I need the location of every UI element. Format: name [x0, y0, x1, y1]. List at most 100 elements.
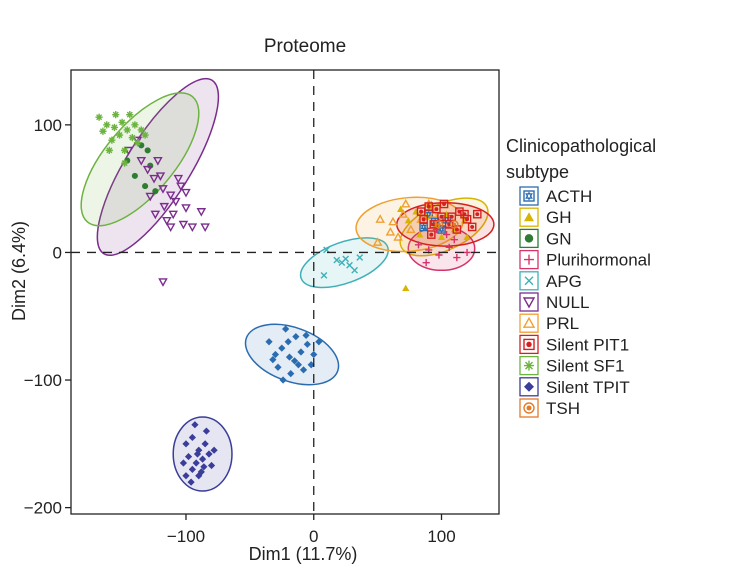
point-silent-sf1: [128, 134, 136, 142]
legend-swatch: [519, 228, 539, 249]
point-silent-tpit-group2: [278, 344, 286, 352]
point-gn: [142, 183, 149, 190]
point-gh: [460, 216, 469, 224]
point-silent-tpit-group2: [303, 340, 311, 348]
point-silent-tpit: [207, 461, 216, 470]
legend-label: ACTH: [546, 187, 592, 206]
point-null: [159, 202, 170, 212]
point-silent-tpit-group2: [290, 357, 299, 365]
y-tick-label: 100: [34, 116, 62, 135]
legend-marker-gn: [524, 234, 534, 243]
point-silent-pit1: [419, 214, 428, 224]
point-null: [200, 223, 210, 232]
point-prl: [372, 237, 383, 246]
point-silent-sf1: [112, 111, 120, 119]
point-prl: [385, 226, 396, 236]
point-silent-tpit-group2: [315, 338, 323, 346]
point-silent-sf1: [108, 136, 116, 144]
series-silent-tpit: [179, 421, 218, 486]
legend-marker-gh: [524, 212, 534, 222]
point-silent-tpit: [188, 433, 196, 442]
plot-frame: [70, 69, 500, 515]
point-silent-tpit-group2: [282, 325, 290, 333]
legend-title-line1: Clinicopathological: [506, 136, 656, 156]
point-prl: [429, 209, 439, 218]
x-axis-label: Dim1 (11.7%): [249, 544, 358, 564]
point-silent-sf1: [126, 111, 134, 119]
data-points: [95, 111, 482, 486]
x-tick-label: 0: [309, 527, 318, 546]
point-silent-sf1: [105, 146, 113, 154]
point-silent-tpit: [187, 478, 195, 486]
point-prl: [400, 198, 411, 208]
ellipse-silent-tpit-group2: [244, 323, 340, 386]
point-silent-tpit: [184, 452, 193, 461]
point-silent-tpit-group2: [307, 361, 315, 369]
ellipse-apg: [299, 237, 389, 289]
point-silent-pit1: [432, 204, 441, 214]
point-silent-sf1: [118, 118, 126, 126]
point-null: [150, 210, 161, 220]
point-gn: [138, 142, 145, 149]
y-tick-label: 0: [53, 243, 62, 262]
point-gh: [463, 233, 471, 241]
y-axis-label: Dim2 (6.4%): [9, 221, 29, 321]
point-null: [149, 174, 159, 184]
legend: Clinicopathological subtype ACTH GH GN Plur…: [506, 136, 656, 418]
legend-marker-silent-sf1: [524, 360, 534, 371]
point-silent-tpit: [201, 440, 209, 448]
confidence-ellipses: [80, 77, 495, 492]
point-null: [196, 208, 207, 217]
legend-marker-silent-tpit: [524, 381, 534, 392]
point-silent-tpit: [205, 450, 213, 458]
point-gn: [144, 147, 151, 154]
point-null: [136, 157, 147, 166]
series-null: [123, 136, 210, 287]
point-silent-tpit-group2: [310, 350, 318, 359]
point-tsh: [449, 220, 459, 229]
y-tick-label: −200: [24, 499, 62, 518]
point-plurihormonal: [463, 248, 471, 257]
legend-marker-apg: [524, 276, 534, 286]
point-null: [181, 204, 191, 213]
point-apg: [342, 255, 350, 263]
point-silent-pit1: [467, 222, 477, 232]
legend-label: GH: [546, 208, 572, 227]
legend-marker-plurihormonal: [524, 254, 534, 265]
series-apg: [320, 246, 364, 279]
point-null: [162, 216, 172, 226]
point-tsh: [434, 220, 444, 229]
point-null: [145, 192, 156, 202]
point-silent-tpit-group2: [285, 353, 294, 361]
point-plurihormonal: [450, 236, 458, 244]
point-silent-tpit: [188, 465, 196, 473]
point-silent-sf1: [141, 131, 149, 139]
point-silent-tpit-group2: [274, 363, 282, 371]
legend-item-gh: GH: [519, 207, 572, 227]
series-silent-tpit-group2: [265, 325, 323, 384]
point-silent-sf1: [121, 146, 129, 154]
legend-swatch: [519, 313, 539, 333]
point-apg: [351, 266, 359, 274]
legend-label: Silent PIT1: [546, 335, 629, 354]
point-null: [155, 172, 166, 181]
point-silent-tpit-group2: [292, 333, 300, 341]
legend-item-prl: PRL: [519, 313, 579, 333]
point-silent-tpit-group2: [294, 361, 303, 369]
point-plurihormonal: [445, 243, 453, 251]
point-silent-sf1: [121, 159, 129, 167]
point-null: [173, 174, 184, 184]
point-prl: [375, 214, 385, 223]
point-silent-tpit-group2: [265, 338, 273, 346]
axes: −100 0 100 100 0 −100 −200: [24, 116, 456, 546]
point-prl: [406, 224, 416, 234]
legend-marker-tsh: [523, 402, 535, 414]
legend-swatch: [519, 398, 539, 418]
x-tick-label: 100: [427, 527, 455, 546]
point-silent-pit1: [452, 225, 462, 234]
point-prl: [388, 216, 398, 226]
point-plurihormonal: [414, 241, 423, 249]
point-null: [178, 220, 189, 230]
point-silent-tpit: [191, 421, 199, 429]
point-silent-tpit: [197, 468, 205, 476]
